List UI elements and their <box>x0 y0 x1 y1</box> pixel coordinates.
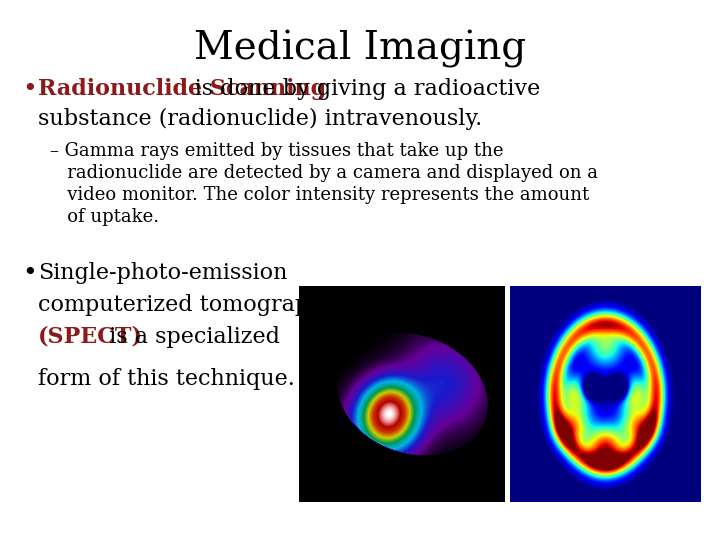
Text: – Gamma rays emitted by tissues that take up the: – Gamma rays emitted by tissues that tak… <box>50 142 503 160</box>
Text: substance (radionuclide) intravenously.: substance (radionuclide) intravenously. <box>38 108 482 130</box>
Text: video monitor. The color intensity represents the amount: video monitor. The color intensity repre… <box>50 186 589 204</box>
Text: Medical Imaging: Medical Imaging <box>194 30 526 68</box>
Text: of uptake.: of uptake. <box>50 208 159 226</box>
Text: radionuclide are detected by a camera and displayed on a: radionuclide are detected by a camera an… <box>50 164 598 182</box>
Text: is a specialized: is a specialized <box>38 326 280 348</box>
Text: computerized tomograp: computerized tomograp <box>38 294 309 316</box>
Text: •: • <box>22 78 37 101</box>
Text: Single-photo-emission: Single-photo-emission <box>38 262 287 284</box>
Text: (SPECT): (SPECT) <box>38 326 143 348</box>
Text: is done by giving a radioactive: is done by giving a radioactive <box>38 78 540 100</box>
Text: •: • <box>22 262 37 285</box>
Text: Radionuclide Scanning: Radionuclide Scanning <box>38 78 326 100</box>
Text: form of this technique.: form of this technique. <box>38 368 295 390</box>
